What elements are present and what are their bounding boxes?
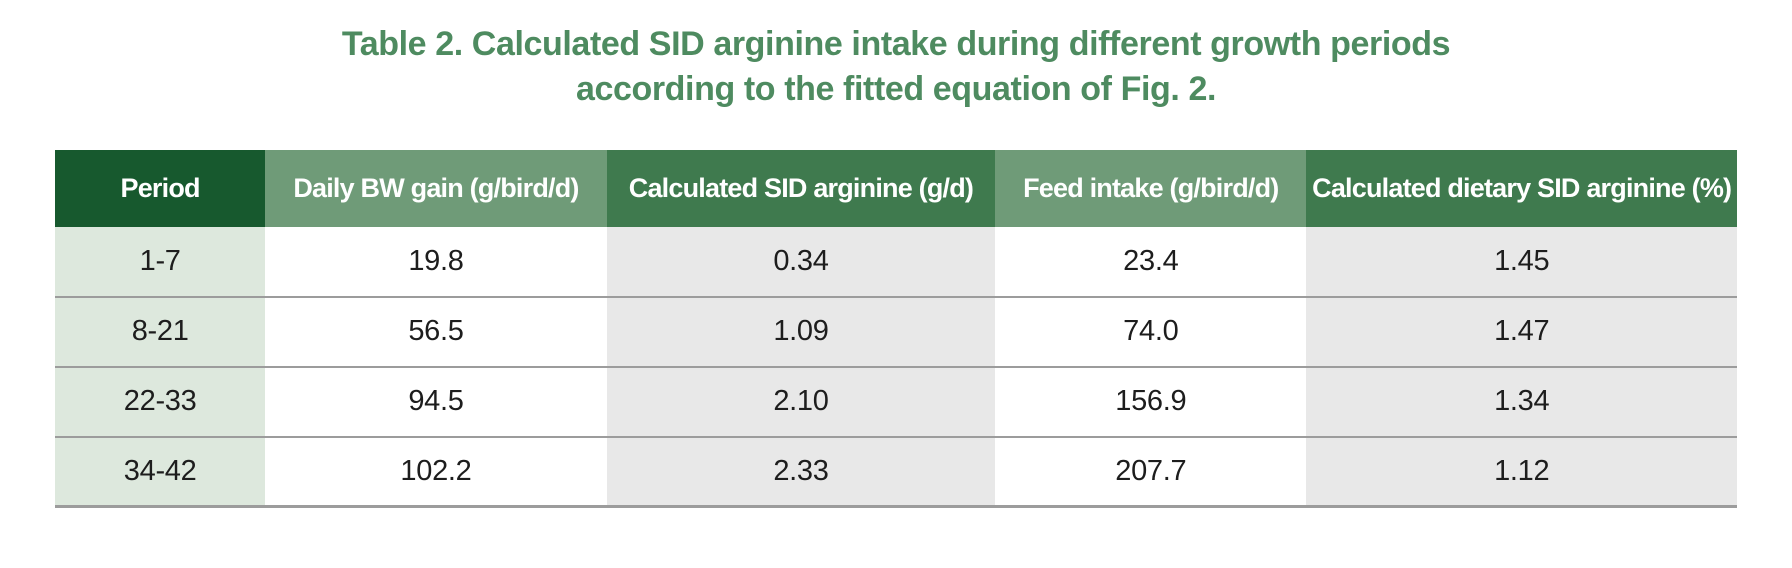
cell-feed-intake: 23.4: [995, 226, 1307, 297]
cell-daily-bw-gain: 19.8: [265, 226, 607, 297]
table-row: 8-21 56.5 1.09 74.0 1.47: [55, 295, 1737, 367]
column-header-feed-intake: Feed intake (g/bird/d): [995, 149, 1307, 227]
table-title-line1: Table 2. Calculated SID arginine intake …: [341, 25, 1451, 63]
cell-calculated-dietary-sid-arginine: 1.12: [1306, 435, 1737, 509]
cell-calculated-sid-arginine: 2.33: [606, 435, 996, 509]
cell-calculated-sid-arginine: 1.09: [606, 295, 996, 367]
table-title: Table 2. Calculated SID arginine intake …: [0, 0, 1792, 112]
cell-period: 8-21: [55, 295, 266, 367]
cell-daily-bw-gain: 94.5: [265, 365, 607, 437]
column-header-calculated-sid-arginine: Calculated SID arginine (g/d): [606, 149, 996, 227]
cell-feed-intake: 207.7: [995, 435, 1307, 509]
table-row: 22-33 94.5 2.10 156.9 1.34: [55, 365, 1737, 437]
cell-feed-intake: 74.0: [995, 295, 1307, 367]
column-header-period: Period: [55, 149, 266, 227]
cell-calculated-dietary-sid-arginine: 1.34: [1306, 365, 1737, 437]
column-header-calculated-dietary-sid-arginine: Calculated dietary SID arginine (%): [1306, 149, 1737, 227]
cell-period: 34-42: [55, 435, 266, 509]
header-row: Period Daily BW gain (g/bird/d) Calculat…: [55, 149, 1737, 227]
column-header-daily-bw-gain: Daily BW gain (g/bird/d): [265, 149, 607, 227]
cell-period: 22-33: [55, 365, 266, 437]
data-table: Period Daily BW gain (g/bird/d) Calculat…: [55, 149, 1737, 509]
cell-daily-bw-gain: 56.5: [265, 295, 607, 367]
cell-calculated-sid-arginine: 0.34: [606, 226, 996, 297]
cell-feed-intake: 156.9: [995, 365, 1307, 437]
table-row: 34-42 102.2 2.33 207.7 1.12: [55, 435, 1737, 509]
cell-calculated-dietary-sid-arginine: 1.45: [1306, 226, 1737, 297]
table-title-line2: according to the fitted equation of Fig.…: [575, 69, 1217, 108]
cell-calculated-sid-arginine: 2.10: [606, 365, 996, 437]
cell-period: 1-7: [55, 226, 266, 297]
cell-calculated-dietary-sid-arginine: 1.47: [1306, 295, 1737, 367]
cell-daily-bw-gain: 102.2: [265, 435, 607, 509]
table-row: 1-7 19.8 0.34 23.4 1.45: [55, 226, 1737, 297]
